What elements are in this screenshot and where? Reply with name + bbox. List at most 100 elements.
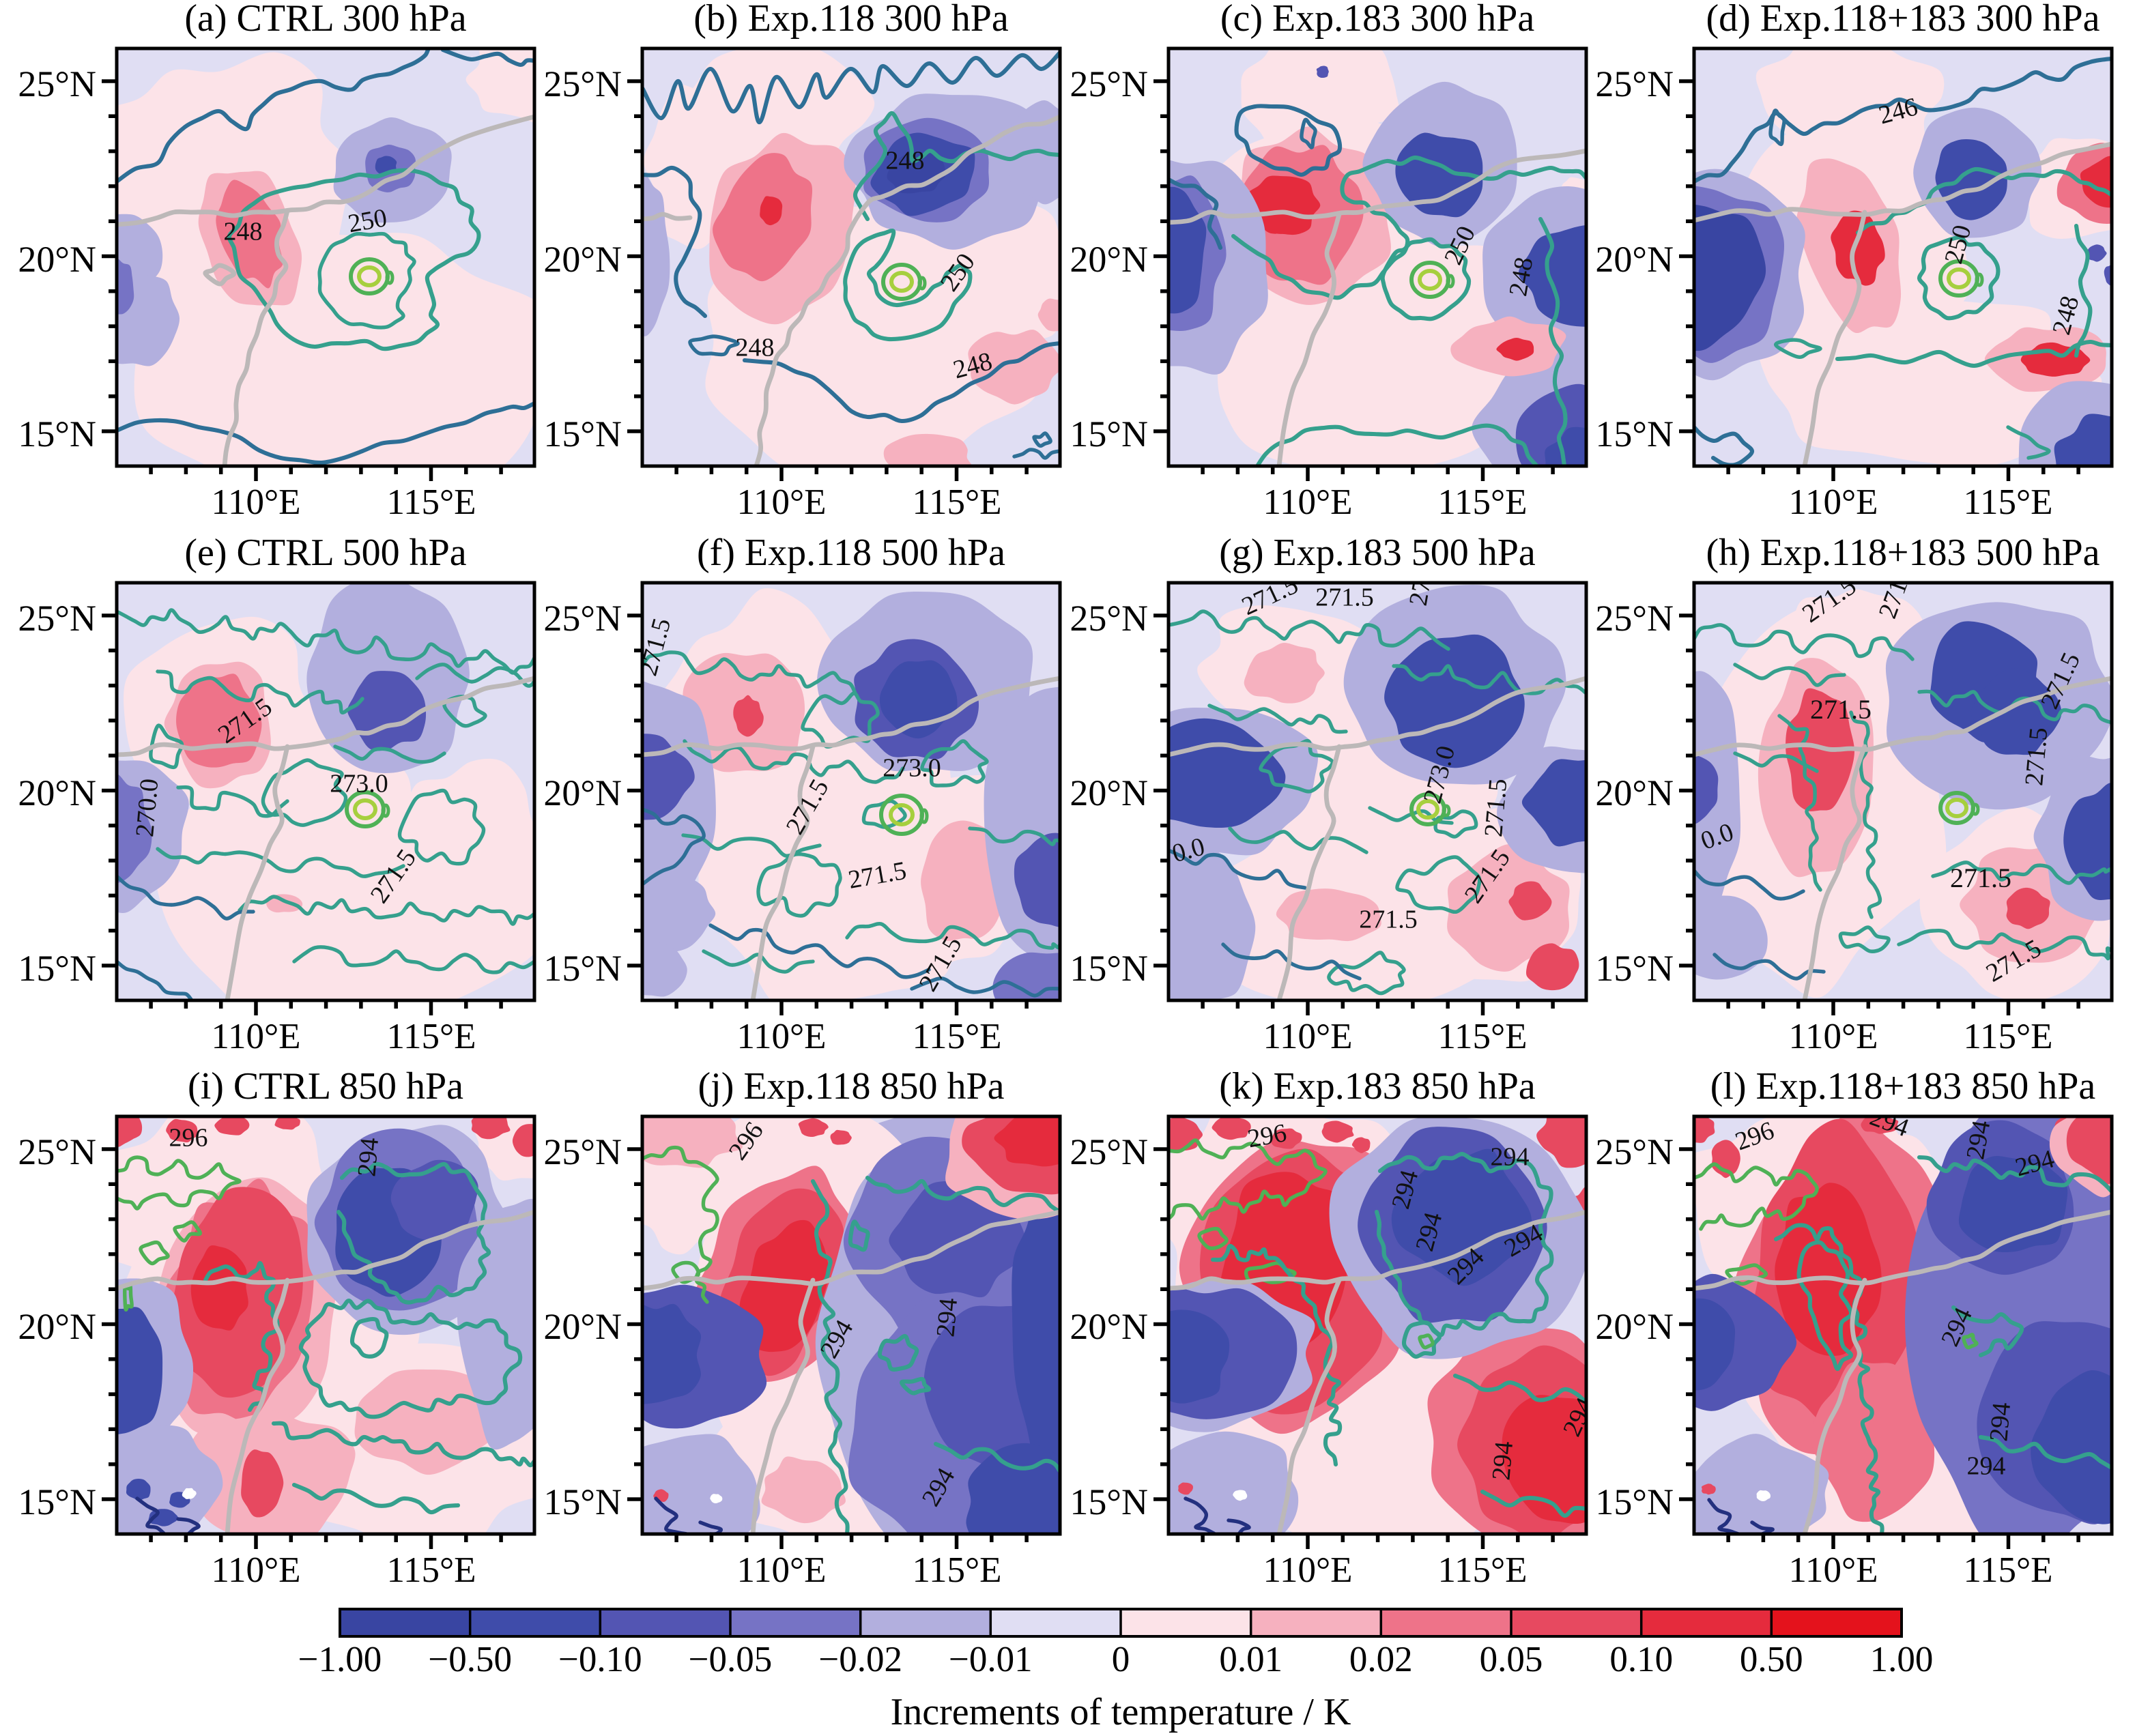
svg-text:20°N: 20°N xyxy=(1595,239,1674,280)
svg-text:115°E: 115°E xyxy=(1963,1017,2052,1056)
svg-text:25°N: 25°N xyxy=(543,63,622,104)
svg-text:248: 248 xyxy=(886,147,925,175)
svg-text:110°E: 110°E xyxy=(1263,1017,1352,1056)
svg-text:294: 294 xyxy=(1967,1452,2006,1481)
svg-text:115°E: 115°E xyxy=(386,482,476,522)
svg-text:15°N: 15°N xyxy=(543,948,622,989)
svg-text:110°E: 110°E xyxy=(211,482,300,522)
svg-text:0.10: 0.10 xyxy=(1609,1640,1673,1679)
svg-text:115°E: 115°E xyxy=(386,1550,476,1590)
svg-text:110°E: 110°E xyxy=(736,1550,826,1590)
svg-text:(h) Exp.118+183 500 hPa: (h) Exp.118+183 500 hPa xyxy=(1706,532,2099,574)
svg-text:273.0: 273.0 xyxy=(883,754,941,783)
svg-text:25°N: 25°N xyxy=(543,1131,622,1172)
svg-text:0: 0 xyxy=(1112,1640,1130,1679)
svg-text:294: 294 xyxy=(1961,1118,1996,1161)
svg-text:20°N: 20°N xyxy=(543,1306,622,1347)
svg-text:294: 294 xyxy=(352,1136,384,1177)
svg-text:294: 294 xyxy=(1984,1401,2016,1442)
svg-text:−0.01: −0.01 xyxy=(949,1640,1033,1679)
svg-text:115°E: 115°E xyxy=(1963,1550,2052,1590)
svg-text:115°E: 115°E xyxy=(386,1017,476,1056)
svg-text:20°N: 20°N xyxy=(543,239,622,280)
svg-text:110°E: 110°E xyxy=(1263,482,1352,522)
svg-text:−0.02: −0.02 xyxy=(818,1640,902,1679)
svg-text:271.5: 271.5 xyxy=(1810,694,1872,725)
svg-text:271.5: 271.5 xyxy=(1315,583,1374,612)
svg-text:20°N: 20°N xyxy=(18,772,96,813)
svg-text:15°N: 15°N xyxy=(543,414,622,454)
svg-text:(d) Exp.118+183 300 hPa: (d) Exp.118+183 300 hPa xyxy=(1706,0,2099,40)
svg-text:294: 294 xyxy=(1487,1440,1519,1481)
svg-text:−0.10: −0.10 xyxy=(558,1640,642,1679)
svg-text:0.01: 0.01 xyxy=(1219,1640,1282,1679)
svg-text:296: 296 xyxy=(169,1124,208,1153)
svg-text:(f) Exp.118 500 hPa: (f) Exp.118 500 hPa xyxy=(697,532,1005,574)
svg-text:271.5: 271.5 xyxy=(1359,906,1418,934)
svg-text:248: 248 xyxy=(224,218,263,246)
svg-text:115°E: 115°E xyxy=(912,482,1001,522)
svg-text:115°E: 115°E xyxy=(1963,482,2052,522)
svg-text:15°N: 15°N xyxy=(1595,1481,1674,1522)
svg-text:270.0: 270.0 xyxy=(130,777,164,838)
svg-text:110°E: 110°E xyxy=(736,482,826,522)
svg-text:−1.00: −1.00 xyxy=(298,1640,382,1679)
svg-text:20°N: 20°N xyxy=(1595,772,1674,813)
svg-text:294: 294 xyxy=(931,1297,963,1337)
svg-text:110°E: 110°E xyxy=(1263,1550,1352,1590)
svg-text:−0.50: −0.50 xyxy=(428,1640,512,1679)
svg-text:25°N: 25°N xyxy=(1070,1131,1148,1172)
svg-text:115°E: 115°E xyxy=(1437,1550,1527,1590)
svg-text:110°E: 110°E xyxy=(211,1550,300,1590)
svg-text:296: 296 xyxy=(1246,1118,1289,1153)
svg-text:(b) Exp.118 300 hPa: (b) Exp.118 300 hPa xyxy=(693,0,1009,40)
svg-text:248: 248 xyxy=(736,334,775,362)
svg-text:115°E: 115°E xyxy=(1437,1017,1527,1056)
svg-text:25°N: 25°N xyxy=(543,598,622,639)
svg-text:25°N: 25°N xyxy=(18,598,96,639)
svg-text:(l) Exp.118+183 850 hPa: (l) Exp.118+183 850 hPa xyxy=(1710,1065,2096,1108)
svg-text:115°E: 115°E xyxy=(912,1017,1001,1056)
svg-text:20°N: 20°N xyxy=(1070,772,1148,813)
svg-text:(j) Exp.118 850 hPa: (j) Exp.118 850 hPa xyxy=(698,1065,1005,1108)
svg-text:25°N: 25°N xyxy=(1070,598,1148,639)
svg-text:(c) Exp.183 300 hPa: (c) Exp.183 300 hPa xyxy=(1220,0,1535,40)
svg-text:15°N: 15°N xyxy=(1595,414,1674,454)
svg-text:250: 250 xyxy=(346,203,389,238)
svg-text:271.5: 271.5 xyxy=(2020,726,2053,787)
svg-text:Increments of temperature / K: Increments of temperature / K xyxy=(891,1691,1351,1733)
svg-text:20°N: 20°N xyxy=(18,239,96,280)
svg-text:15°N: 15°N xyxy=(1595,948,1674,989)
svg-text:115°E: 115°E xyxy=(912,1550,1001,1590)
svg-text:15°N: 15°N xyxy=(18,414,96,454)
svg-text:(k) Exp.183 850 hPa: (k) Exp.183 850 hPa xyxy=(1219,1065,1536,1108)
svg-text:25°N: 25°N xyxy=(1070,63,1148,104)
svg-text:25°N: 25°N xyxy=(1595,63,1674,104)
svg-text:20°N: 20°N xyxy=(1595,1306,1674,1347)
svg-text:20°N: 20°N xyxy=(1070,1306,1148,1347)
svg-text:0.02: 0.02 xyxy=(1349,1640,1413,1679)
svg-text:110°E: 110°E xyxy=(211,1017,300,1056)
svg-text:−0.05: −0.05 xyxy=(689,1640,773,1679)
svg-text:15°N: 15°N xyxy=(543,1481,622,1522)
svg-text:20°N: 20°N xyxy=(1070,239,1148,280)
svg-text:0.05: 0.05 xyxy=(1480,1640,1543,1679)
svg-text:115°E: 115°E xyxy=(1437,482,1527,522)
svg-text:25°N: 25°N xyxy=(18,63,96,104)
svg-text:15°N: 15°N xyxy=(1070,414,1148,454)
svg-text:15°N: 15°N xyxy=(18,1481,96,1522)
svg-text:15°N: 15°N xyxy=(1070,1481,1148,1522)
svg-text:(g) Exp.183 500 hPa: (g) Exp.183 500 hPa xyxy=(1219,532,1536,574)
svg-text:15°N: 15°N xyxy=(1070,948,1148,989)
svg-text:(i) CTRL 850 hPa: (i) CTRL 850 hPa xyxy=(188,1065,463,1108)
svg-text:1.00: 1.00 xyxy=(1870,1640,1934,1679)
svg-text:25°N: 25°N xyxy=(1595,598,1674,639)
svg-text:27: 27 xyxy=(1404,577,1437,608)
svg-text:271.5: 271.5 xyxy=(1479,777,1513,838)
svg-text:25°N: 25°N xyxy=(18,1131,96,1172)
svg-text:25°N: 25°N xyxy=(1595,1131,1674,1172)
svg-text:273.0: 273.0 xyxy=(330,770,388,798)
svg-text:248: 248 xyxy=(1504,255,1538,298)
svg-text:294: 294 xyxy=(1491,1143,1530,1172)
svg-text:110°E: 110°E xyxy=(1788,482,1878,522)
